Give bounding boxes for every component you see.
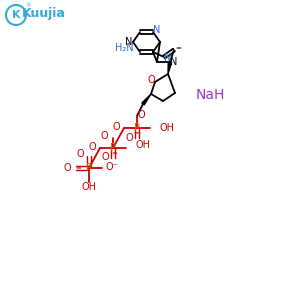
Text: H₂N: H₂N	[116, 43, 134, 53]
Text: N: N	[170, 57, 178, 67]
Text: O⁻: O⁻	[106, 162, 119, 172]
Text: P: P	[110, 143, 116, 153]
Text: =: =	[133, 130, 139, 136]
Text: N: N	[153, 25, 161, 35]
Text: OH: OH	[160, 123, 175, 133]
Polygon shape	[168, 62, 172, 74]
Text: OH: OH	[136, 140, 151, 150]
Text: O: O	[100, 131, 108, 141]
Text: =: =	[111, 150, 117, 156]
Text: N: N	[164, 53, 172, 63]
Text: =: =	[75, 165, 81, 171]
Text: OH: OH	[82, 182, 97, 192]
Text: N: N	[125, 37, 133, 47]
Text: O: O	[125, 133, 133, 143]
Text: O: O	[63, 163, 71, 173]
Text: =: =	[175, 45, 181, 51]
Text: NaH: NaH	[195, 88, 225, 102]
Text: K: K	[12, 10, 20, 20]
Text: O: O	[147, 75, 155, 85]
Text: P: P	[86, 163, 92, 173]
Text: ®: ®	[25, 4, 31, 8]
Text: O: O	[101, 152, 109, 162]
Text: O: O	[76, 149, 84, 159]
Text: O: O	[112, 122, 120, 132]
Polygon shape	[142, 94, 151, 105]
Text: O: O	[137, 110, 145, 120]
Text: Kuujia: Kuujia	[22, 8, 66, 20]
Text: P: P	[134, 123, 140, 133]
Text: O: O	[88, 142, 96, 152]
